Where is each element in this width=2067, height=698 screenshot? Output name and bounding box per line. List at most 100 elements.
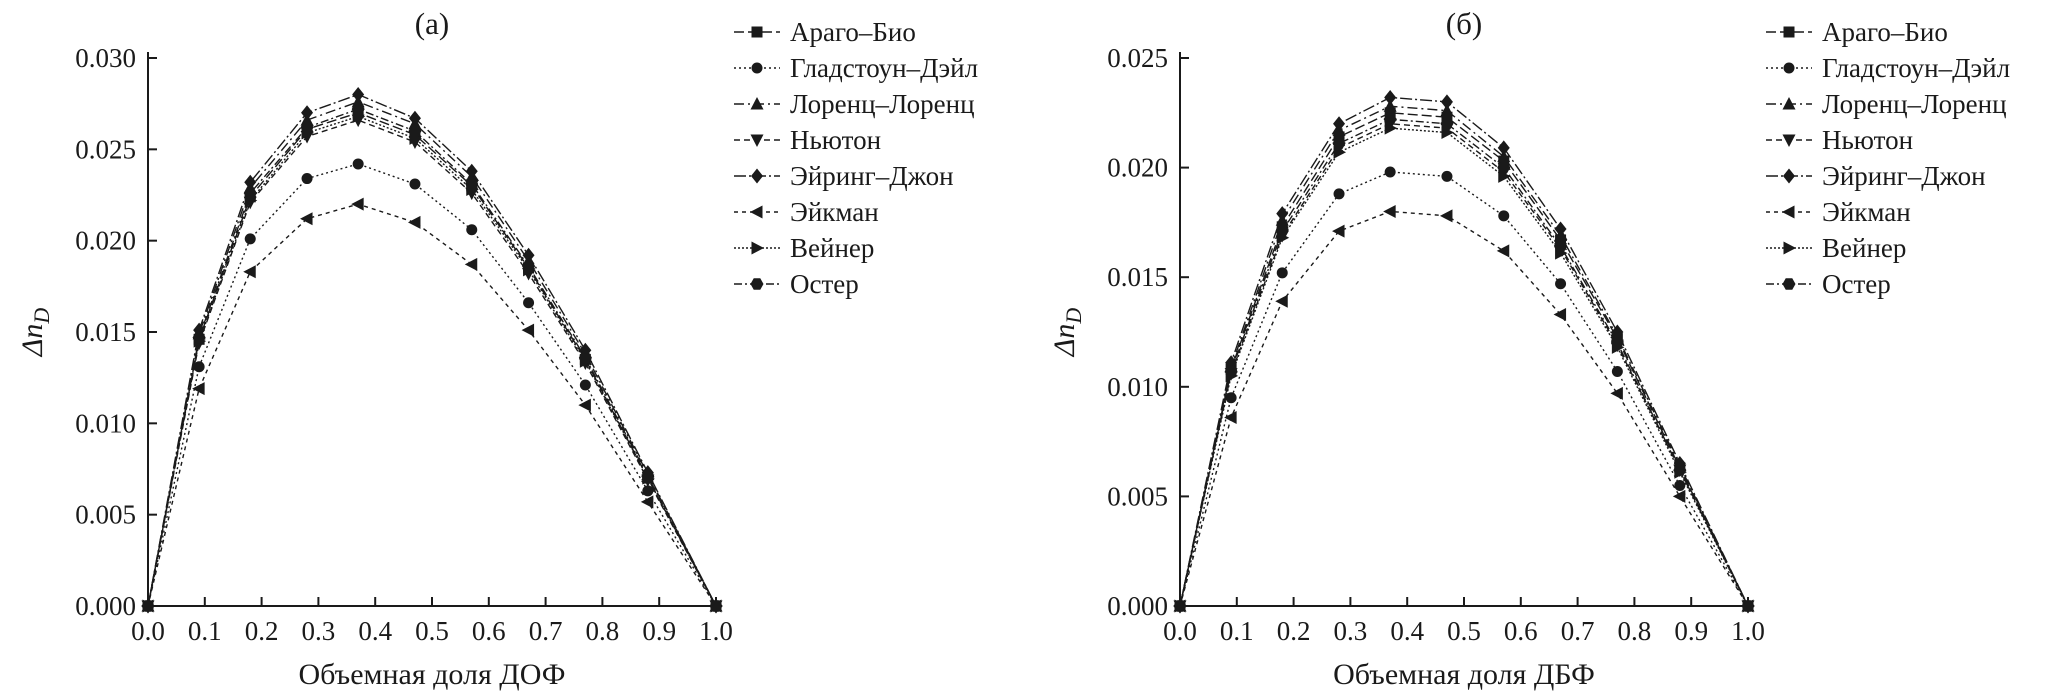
x-tick-label: 0.6	[472, 616, 506, 646]
x-tick-label: 0.3	[302, 616, 336, 646]
x-tick-label: 0.9	[642, 616, 676, 646]
hexagon-marker	[141, 600, 155, 612]
y-tick-label: 0.015	[75, 317, 136, 347]
x-tick-label: 0.8	[1618, 616, 1652, 646]
y-tick-label: 0.000	[75, 591, 136, 621]
x-tick-label: 0.1	[188, 616, 222, 646]
y-tick-label: 0.010	[1107, 372, 1168, 402]
series-markers-6	[1174, 121, 1755, 613]
triangle-up-marker-icon	[1782, 97, 1796, 110]
legend-item-1: Гладстоун–Дэйл	[732, 50, 1032, 86]
x-tick-label: 0.1	[1220, 616, 1254, 646]
triangle-left-marker	[300, 212, 313, 226]
diamond-marker	[1611, 324, 1624, 340]
circle-marker	[1441, 170, 1453, 182]
x-tick-label: 1.0	[699, 616, 732, 646]
legend-key-triangle-up	[734, 97, 780, 110]
hexagon-marker	[522, 260, 536, 273]
y-tick-label: 0.025	[75, 134, 136, 164]
legend-key-diamond	[734, 168, 780, 184]
legend-item-7: Остер	[1764, 266, 2064, 302]
circle-marker	[1498, 210, 1510, 222]
y-tick-label: 0.020	[1107, 153, 1168, 183]
legend-label: Эйкман	[1822, 196, 1911, 227]
series-markers-7	[1173, 113, 1755, 612]
x-tick-label: 0.5	[1447, 616, 1481, 646]
legend-item-3: Ньютон	[732, 122, 1032, 158]
legend-item-3: Ньютон	[1764, 122, 2064, 158]
circle-marker	[301, 173, 313, 185]
x-tick-label: 0.0	[1163, 616, 1197, 646]
legend-label: Ньютон	[790, 124, 882, 155]
y-axis-label: ΔnD	[16, 308, 54, 358]
hexagon-marker	[1741, 600, 1755, 612]
legend-item-6: Вейнер	[1764, 230, 2064, 266]
triangle-down-marker-icon	[750, 134, 764, 147]
series-markers-2	[1173, 99, 1755, 612]
triangle-left-marker	[192, 382, 205, 396]
hexagon-marker	[192, 331, 206, 344]
legend-item-4: Эйринг–Джон	[732, 158, 1032, 194]
y-tick-label: 0.010	[75, 408, 136, 438]
legend-key-triangle-right	[734, 241, 780, 255]
hexagon-marker	[641, 470, 655, 483]
diamond-marker	[1333, 116, 1346, 132]
triangle-left-marker	[1496, 244, 1510, 258]
triangle-left-marker	[1224, 410, 1237, 424]
hexagon-marker	[1440, 117, 1454, 130]
panel-title: (б)	[1446, 6, 1482, 41]
diamond-marker	[1440, 94, 1453, 110]
legend-item-6: Вейнер	[732, 230, 1032, 266]
triangle-up-marker	[1497, 149, 1511, 163]
series-line-6	[147, 115, 717, 607]
hexagon-marker	[578, 351, 592, 364]
diamond-marker	[522, 247, 535, 263]
legend-b: Араго–Био Гладстоун–Дэйл Лоренц–Лоренц Ньют…	[1764, 0, 2064, 698]
legend-label: Гладстоун–Дэйл	[790, 52, 979, 83]
chart-b-mount: 0.000 0.005 0.010 0.015 0.020 0.025 0.0 0.1 0.2 0…	[1032, 0, 1765, 698]
circle-marker	[1225, 392, 1237, 404]
x-tick-label: 0.4	[1390, 616, 1424, 646]
chart-a: 0.000 0.005 0.010 0.015 0.020 0.025 0.030 0.0 0.…	[16, 6, 733, 691]
triangle-up-marker-icon	[750, 97, 764, 110]
legend-item-4: Эйринг–Джон	[1764, 158, 2064, 194]
triangle-left-marker	[243, 265, 256, 279]
series-line-1	[147, 163, 717, 607]
legend-label: Лоренц–Лоренц	[790, 88, 975, 119]
triangle-left-marker	[1553, 307, 1567, 321]
axes	[1179, 52, 1748, 607]
series-markers-0	[1174, 107, 1754, 612]
series-markers-4	[1174, 89, 1754, 614]
circle-marker	[642, 485, 654, 497]
series-line-4	[147, 93, 717, 607]
triangle-left-marker	[1439, 209, 1453, 223]
x-tick-label: 1.0	[1731, 616, 1764, 646]
circle-marker	[1674, 479, 1686, 491]
legend-label: Ньютон	[1822, 124, 1914, 155]
series-line-6	[1179, 127, 1749, 607]
triangle-left-marker	[578, 398, 591, 412]
series-line-3	[147, 119, 717, 607]
circle-marker	[1384, 166, 1396, 178]
hexagon-marker	[408, 125, 422, 137]
x-tick-label: 0.2	[245, 616, 279, 646]
legend-key-hexagon	[734, 278, 780, 290]
x-tick-label: 0.5	[415, 616, 449, 646]
diamond-marker	[1276, 206, 1289, 222]
diamond-marker-icon	[1783, 168, 1795, 184]
circle-marker	[523, 297, 535, 309]
legend-label: Эйринг–Джон	[1822, 160, 1986, 191]
series-markers-4	[142, 87, 722, 614]
legend-item-1: Гладстоун–Дэйл	[1764, 50, 2064, 86]
hexagon-marker-icon	[750, 278, 764, 290]
chart-a-mount: 0.000 0.005 0.010 0.015 0.020 0.025 0.030 0.0 0.…	[0, 0, 733, 698]
series-markers-5	[1173, 204, 1754, 613]
legend-a: Араго–Био Гладстоун–Дэйл Лоренц–Лоренц Ньют…	[732, 0, 1032, 698]
circle-marker	[466, 224, 478, 236]
triangle-left-marker	[640, 495, 654, 509]
diamond-marker	[465, 163, 478, 179]
triangle-right-marker-icon	[1783, 241, 1796, 255]
series-line-4	[1179, 96, 1749, 607]
hexagon-marker-icon	[1782, 278, 1796, 290]
